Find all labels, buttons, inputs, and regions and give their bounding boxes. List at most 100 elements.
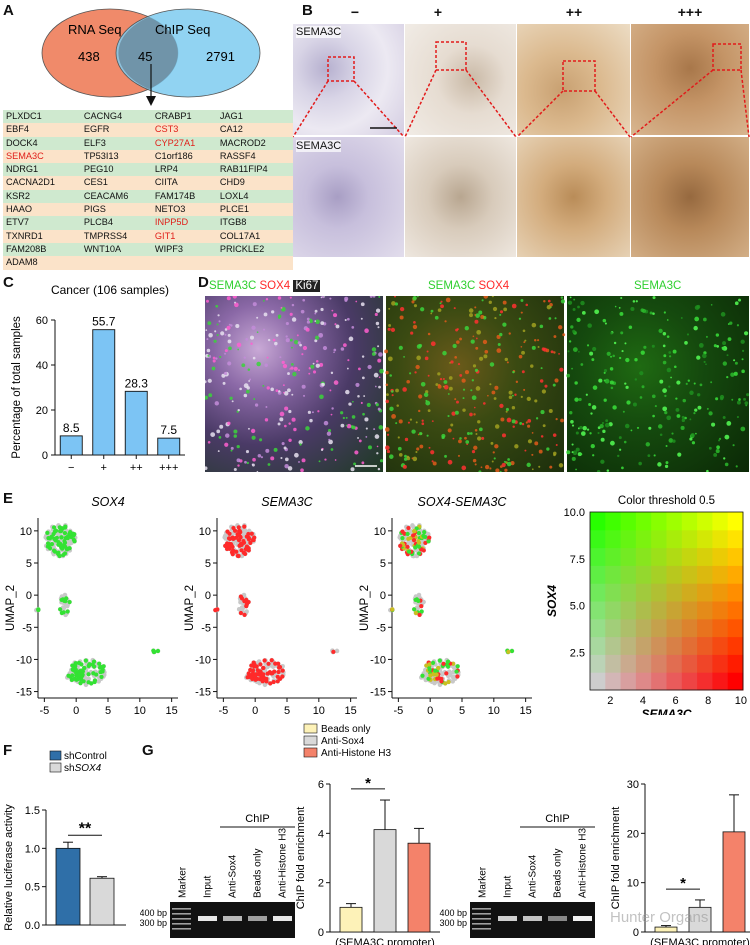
if-cell-dot bbox=[466, 432, 470, 436]
if-cell-dot bbox=[411, 300, 415, 304]
if-cell-dot bbox=[284, 457, 289, 462]
if-cell-dot bbox=[329, 389, 332, 392]
if-title-2: SEMA3C SOX4 bbox=[428, 280, 510, 292]
if-cell-dot bbox=[475, 386, 481, 391]
chart-c-value-label: 7.5 bbox=[160, 423, 177, 437]
if-cell-dot bbox=[572, 307, 576, 311]
if-cell-dot bbox=[320, 307, 324, 312]
umap-expressing-cell bbox=[99, 674, 104, 679]
heatmap-cell bbox=[697, 601, 713, 620]
if-cell-dot bbox=[301, 458, 306, 463]
chart-f-bar bbox=[89, 877, 115, 926]
g-legend-label: Anti-Histone H3 bbox=[321, 748, 391, 759]
if-cell-dot bbox=[539, 379, 544, 383]
if-cell-dot bbox=[560, 296, 564, 299]
if-cell-dot bbox=[620, 331, 624, 335]
if-cell-dot bbox=[315, 363, 320, 368]
if-cell-dot bbox=[227, 339, 232, 344]
if-cell-dot bbox=[499, 310, 504, 314]
gene-cell: TXNRD1 bbox=[3, 229, 81, 243]
if-cell-dot bbox=[716, 345, 720, 348]
if-cell-dot bbox=[721, 346, 726, 351]
gel-lane-label: Beads only bbox=[253, 849, 264, 898]
gene-cell: LOXL4 bbox=[216, 189, 293, 204]
umap-expressing-cell bbox=[60, 597, 65, 602]
gene-cell: NETO3 bbox=[151, 203, 217, 217]
heatmap-cell bbox=[620, 636, 637, 655]
umap-expressing-cell bbox=[406, 549, 412, 554]
if-cell-dot bbox=[535, 417, 539, 420]
umap-ytick-label: 10 bbox=[199, 526, 211, 538]
if-cell-dot bbox=[289, 338, 293, 342]
umap-expressing-cell bbox=[419, 603, 424, 609]
if-cell-dot bbox=[247, 368, 251, 371]
if-cell-dot bbox=[590, 443, 595, 449]
if-cell-dot bbox=[672, 349, 677, 354]
umap-expressing-cell bbox=[277, 665, 283, 670]
if-cell-dot bbox=[716, 445, 720, 450]
if-cell-dot bbox=[639, 371, 644, 376]
if-cell-dot bbox=[572, 347, 578, 352]
heatmap-cell bbox=[635, 583, 652, 602]
chart-c-ylabel: Percentage of total samples bbox=[11, 316, 23, 459]
if-cell-dot bbox=[522, 329, 526, 333]
if-cell-dot bbox=[324, 458, 327, 461]
if-cell-dot bbox=[430, 312, 433, 315]
if-cell-dot bbox=[252, 457, 256, 462]
if-cell-dot bbox=[448, 386, 453, 391]
if-cell-dot bbox=[340, 423, 345, 428]
if-cell-dot bbox=[262, 299, 265, 302]
if-cell-dot bbox=[270, 387, 274, 392]
umap-expressing-cell bbox=[405, 544, 410, 549]
if-cell-dot bbox=[476, 436, 482, 441]
umap-xtick-label: 0 bbox=[252, 705, 258, 715]
if-cell-dot bbox=[427, 332, 431, 336]
if-cell-dot bbox=[696, 355, 701, 360]
chart-c-value-label: 28.3 bbox=[125, 376, 149, 390]
if-cell-dot bbox=[396, 404, 399, 407]
if-cell-dot bbox=[663, 311, 666, 314]
if-cell-dot bbox=[314, 309, 318, 313]
if-cell-dot bbox=[743, 397, 747, 401]
if-cell-dot bbox=[409, 418, 413, 421]
if-cell-dot bbox=[378, 385, 381, 389]
if-cell-dot bbox=[322, 345, 328, 351]
if-cell-dot bbox=[228, 323, 231, 326]
chart-f-legend-swatch bbox=[49, 762, 62, 773]
if-cell-dot bbox=[589, 432, 592, 435]
ihc-neg-high bbox=[293, 137, 404, 257]
if-cell-dot bbox=[407, 421, 410, 424]
if-cell-dot bbox=[585, 393, 588, 396]
if-cell-dot bbox=[440, 300, 443, 303]
if-cell-dot bbox=[230, 324, 233, 327]
heatmap-cell bbox=[635, 565, 652, 584]
umap-xtick-label: -5 bbox=[393, 705, 403, 715]
gene-cell: KSR2 bbox=[3, 189, 81, 204]
venn-diagram: RNA Seq ChIP Seq 438 45 2791 bbox=[41, 8, 261, 106]
if-cell-dot bbox=[481, 436, 485, 440]
umap-cell bbox=[242, 528, 248, 533]
heatmap-cell bbox=[651, 583, 667, 602]
umap-expressing-cell bbox=[223, 543, 228, 548]
if-cell-dot bbox=[278, 390, 281, 393]
heatmap-cell bbox=[681, 618, 698, 638]
if-cell-dot bbox=[515, 380, 519, 384]
if-cell-dot bbox=[518, 354, 523, 359]
if-cell-dot bbox=[243, 393, 248, 398]
if-cell-dot bbox=[597, 431, 600, 435]
chart-c-bar bbox=[124, 390, 148, 456]
if-cell-dot bbox=[227, 421, 231, 426]
g-chart-ytick-label: 4 bbox=[318, 828, 324, 840]
chart-c-value-label: 55.7 bbox=[92, 315, 116, 329]
if-cell-dot bbox=[403, 355, 405, 358]
if-cell-dot bbox=[521, 370, 525, 374]
umap-expressing-cell bbox=[455, 674, 460, 679]
heatmap-cell bbox=[605, 601, 622, 620]
if-cell-dot bbox=[733, 371, 738, 376]
if-cell-dot bbox=[321, 382, 325, 387]
if-cell-dot bbox=[326, 431, 332, 436]
chart-c-bar bbox=[157, 437, 181, 456]
if-cell-dot bbox=[363, 395, 366, 397]
if-cell-dot bbox=[252, 356, 256, 360]
heatmap-cell bbox=[727, 565, 744, 584]
